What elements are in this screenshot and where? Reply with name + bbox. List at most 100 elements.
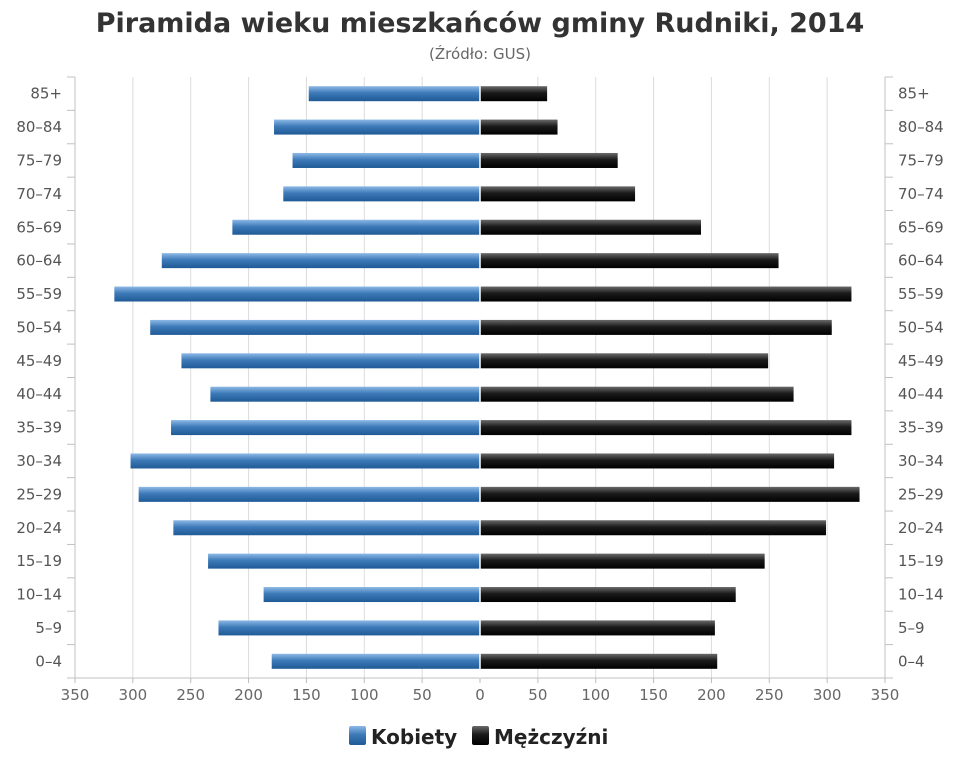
bar-women[interactable] — [292, 152, 480, 168]
bar-women[interactable] — [210, 386, 480, 402]
bar-men[interactable] — [480, 319, 832, 335]
bar-women[interactable] — [274, 119, 480, 135]
bar-women[interactable] — [283, 186, 480, 202]
x-tick-label: 200 — [234, 686, 263, 704]
category-label-left: 85+ — [30, 85, 62, 103]
x-tick-label: 300 — [813, 686, 842, 704]
category-label-right: 35–39 — [898, 419, 944, 437]
bar-men[interactable] — [480, 386, 794, 402]
category-label-left: 40–44 — [16, 385, 62, 403]
bar-men[interactable] — [480, 286, 852, 302]
bar-men[interactable] — [480, 553, 765, 569]
category-label-right: 85+ — [898, 85, 930, 103]
x-tick-label: 250 — [176, 686, 205, 704]
category-label-right: 45–49 — [898, 352, 944, 370]
bar-men[interactable] — [480, 353, 769, 369]
category-label-right: 10–14 — [898, 586, 944, 604]
category-label-right: 70–74 — [898, 185, 944, 203]
x-tick-label: 350 — [61, 686, 90, 704]
x-tick-label: 150 — [292, 686, 321, 704]
bar-women[interactable] — [232, 219, 480, 235]
category-label-left: 80–84 — [16, 118, 62, 136]
bar-women[interactable] — [263, 587, 480, 603]
category-label-left: 30–34 — [16, 452, 62, 470]
category-label-right: 20–24 — [898, 519, 944, 537]
grid-lines — [74, 77, 886, 678]
bar-men[interactable] — [480, 119, 558, 135]
chart-title: Piramida wieku mieszkańców gminy Rudniki… — [96, 8, 865, 39]
category-label-right: 5–9 — [898, 619, 925, 637]
category-label-left: 75–79 — [16, 151, 62, 169]
legend-item-men[interactable]: Mężczyźni — [472, 725, 608, 749]
x-tick-label: 0 — [475, 686, 485, 704]
legend: Kobiety Mężczyźni — [349, 725, 608, 749]
x-tick-label: 100 — [350, 686, 379, 704]
bar-men[interactable] — [480, 520, 826, 536]
bar-men[interactable] — [480, 86, 548, 102]
category-label-right: 80–84 — [898, 118, 944, 136]
bar-women[interactable] — [138, 486, 480, 502]
bar-men[interactable] — [480, 587, 736, 603]
bar-women[interactable] — [308, 86, 480, 102]
category-label-right: 25–29 — [898, 485, 944, 503]
bar-women[interactable] — [130, 453, 481, 469]
bar-men[interactable] — [480, 186, 636, 202]
category-label-right: 50–54 — [898, 318, 944, 336]
bar-men[interactable] — [480, 653, 718, 669]
bar-men[interactable] — [480, 620, 715, 636]
category-label-left: 60–64 — [16, 252, 62, 270]
bar-women[interactable] — [271, 653, 480, 669]
x-tick-label: 50 — [528, 686, 547, 704]
category-label-left: 55–59 — [16, 285, 62, 303]
category-label-right: 65–69 — [898, 218, 944, 236]
bar-women[interactable] — [218, 620, 480, 636]
category-label-right: 0–4 — [898, 652, 925, 670]
x-tick-label: 200 — [697, 686, 726, 704]
bar-men[interactable] — [480, 453, 835, 469]
category-label-left: 20–24 — [16, 519, 62, 537]
x-tick-label: 350 — [871, 686, 900, 704]
category-label-left: 25–29 — [16, 485, 62, 503]
x-tick-label: 300 — [119, 686, 148, 704]
bar-women[interactable] — [181, 353, 480, 369]
x-tick-label: 100 — [581, 686, 610, 704]
bar-women[interactable] — [161, 253, 481, 269]
category-label-right: 30–34 — [898, 452, 944, 470]
x-tick-label: 250 — [755, 686, 784, 704]
category-label-right: 60–64 — [898, 252, 944, 270]
bar-men[interactable] — [480, 420, 852, 436]
x-tick-label: 50 — [413, 686, 432, 704]
x-tick-label: 150 — [639, 686, 668, 704]
category-label-right: 40–44 — [898, 385, 944, 403]
category-label-left: 50–54 — [16, 318, 62, 336]
bar-women[interactable] — [171, 420, 481, 436]
bar-men[interactable] — [480, 152, 618, 168]
category-label-right: 15–19 — [898, 552, 944, 570]
bar-women[interactable] — [114, 286, 480, 302]
bar-men[interactable] — [480, 253, 779, 269]
legend-swatch-men — [472, 726, 489, 745]
legend-label-women: Kobiety — [371, 725, 457, 749]
bar-men[interactable] — [480, 486, 860, 502]
legend-label-men: Mężczyźni — [494, 725, 608, 749]
labels: 350 300 250 200 150 100 50 0 50 100 150 200 250 300 35… — [16, 85, 943, 704]
legend-swatch-women — [349, 726, 366, 745]
category-label-left: 15–19 — [16, 552, 62, 570]
bar-women[interactable] — [208, 553, 481, 569]
category-label-left: 65–69 — [16, 218, 62, 236]
category-label-left: 0–4 — [35, 652, 62, 670]
bar-women[interactable] — [150, 319, 480, 335]
category-label-left: 70–74 — [16, 185, 62, 203]
bar-men[interactable] — [480, 219, 702, 235]
category-label-right: 55–59 — [898, 285, 944, 303]
bars — [114, 77, 860, 678]
category-label-right: 75–79 — [898, 151, 944, 169]
category-label-left: 10–14 — [16, 586, 62, 604]
chart-subtitle: (Źródło: GUS) — [429, 44, 531, 63]
category-label-left: 35–39 — [16, 419, 62, 437]
bar-women[interactable] — [173, 520, 480, 536]
category-label-left: 5–9 — [35, 619, 62, 637]
legend-item-women[interactable]: Kobiety — [349, 725, 457, 749]
category-label-left: 45–49 — [16, 352, 62, 370]
